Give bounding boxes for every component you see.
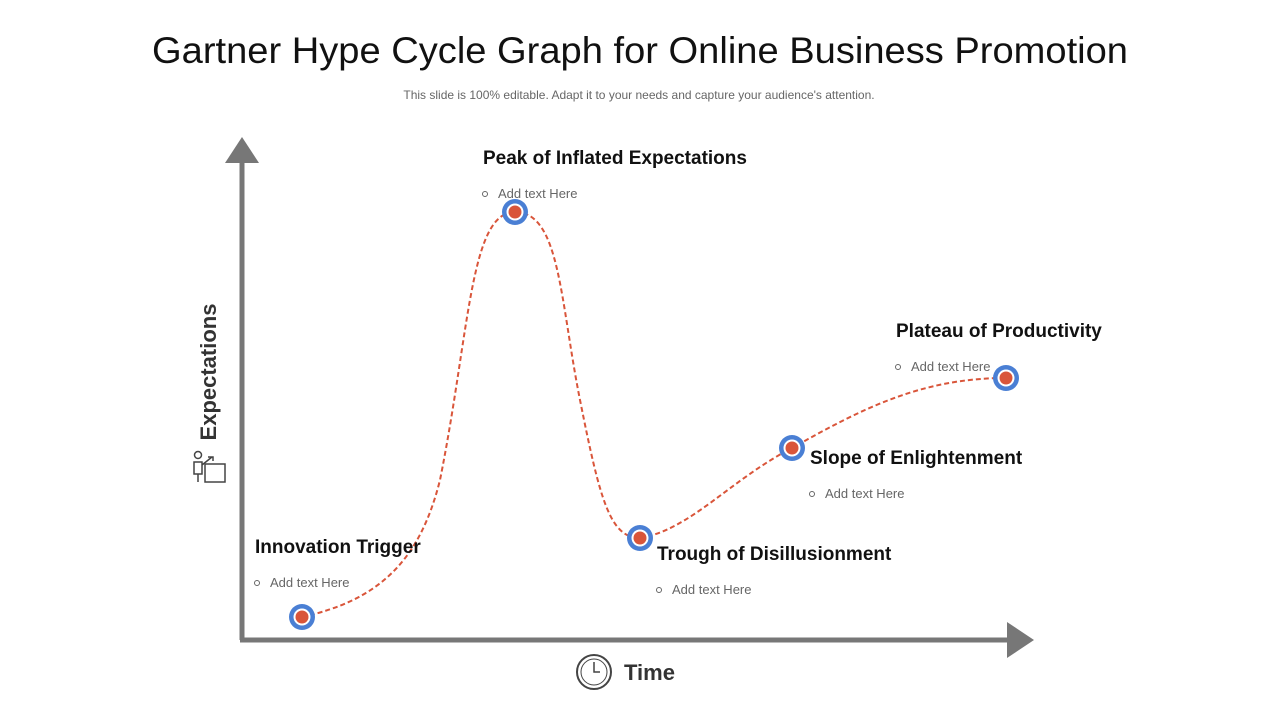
- clock-icon: [576, 654, 612, 690]
- stage-dot: [508, 205, 522, 219]
- bullet: [482, 191, 488, 197]
- stage-dot: [999, 371, 1013, 385]
- stage-title: Plateau of Productivity: [896, 321, 1102, 342]
- stage-title: Trough of Disillusionment: [657, 544, 892, 565]
- stage-text: Add text Here: [498, 186, 578, 201]
- stage-title: Innovation Trigger: [255, 537, 421, 558]
- bullet: [895, 364, 901, 370]
- bullet: [809, 491, 815, 497]
- subtitle: This slide is 100% editable. Adapt it to…: [403, 88, 874, 102]
- title: Gartner Hype Cycle Graph for Online Busi…: [152, 30, 1128, 71]
- chart-icon: [193, 450, 226, 483]
- stage-text: Add text Here: [270, 575, 350, 590]
- stage-dot: [633, 531, 647, 545]
- stage-text: Add text Here: [911, 359, 991, 374]
- stage-dot: [785, 441, 799, 455]
- stage-title: Slope of Enlightenment: [810, 448, 1023, 469]
- bullet: [254, 580, 260, 586]
- x-arrow: [1007, 622, 1034, 658]
- stages: Innovation Trigger Add text Here Peak of I…: [254, 148, 1102, 630]
- stage-text: Add text Here: [825, 486, 905, 501]
- stage-title: Peak of Inflated Expectations: [483, 148, 747, 169]
- stage-text: Add text Here: [672, 582, 752, 597]
- y-axis-label: Expectations: [196, 304, 221, 441]
- axes: [225, 137, 1034, 658]
- bullet: [656, 587, 662, 593]
- x-axis-label: Time: [624, 660, 675, 685]
- y-arrow: [225, 137, 259, 163]
- stage-dot: [295, 610, 309, 624]
